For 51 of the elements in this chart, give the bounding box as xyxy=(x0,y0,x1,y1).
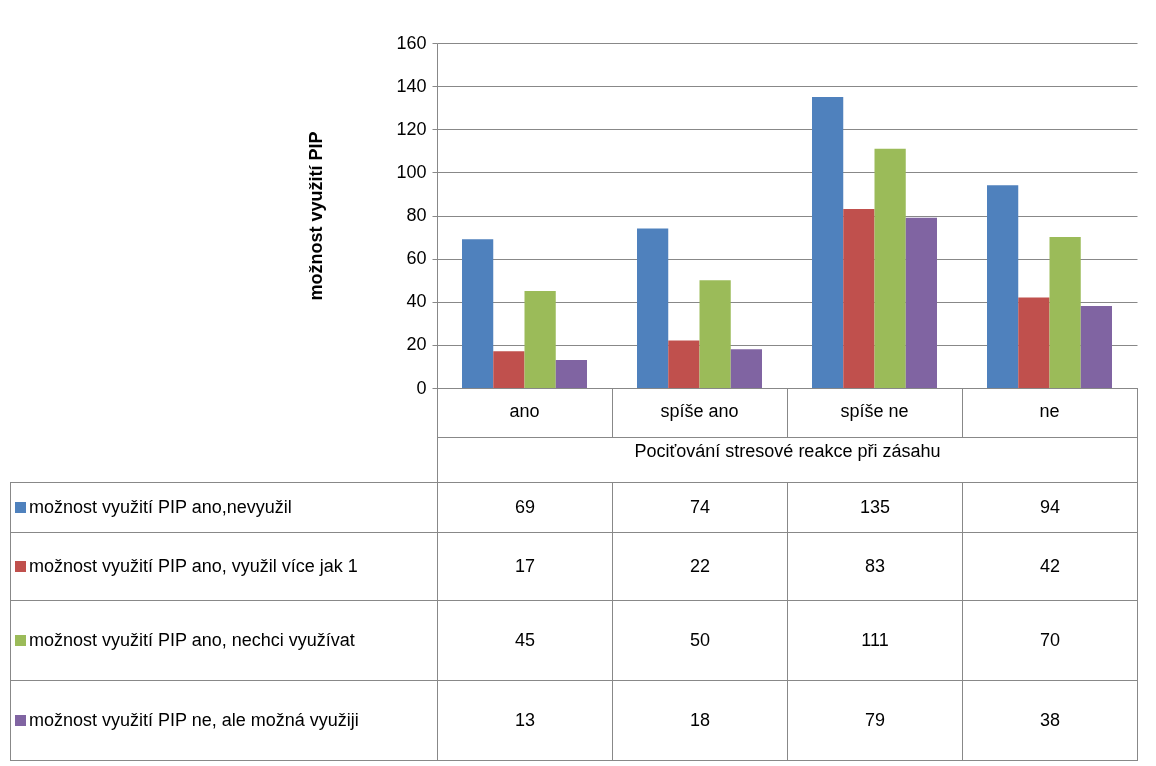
data-label: 111 xyxy=(787,600,963,681)
y-tick-label: 60 xyxy=(406,248,427,269)
data-label: 83 xyxy=(787,532,963,601)
bar xyxy=(493,351,525,388)
bar xyxy=(699,280,731,388)
bar xyxy=(668,340,700,388)
data-label: 22 xyxy=(612,532,788,601)
bar xyxy=(905,217,937,388)
y-tick-label: 80 xyxy=(406,205,427,225)
x-tick-label: spíše ano xyxy=(660,400,739,421)
bar xyxy=(874,148,906,388)
bar xyxy=(1049,237,1081,388)
y-tick-label: 160 xyxy=(396,32,427,53)
y-tick-label: 140 xyxy=(396,75,427,96)
x-tick-label: spíše ne xyxy=(840,400,909,421)
legend-label: možnost využití PIP ano, nechci využívat xyxy=(29,630,355,650)
y-axis-title: možnost využití PIP xyxy=(306,131,327,301)
y-tick-label: 100 xyxy=(396,161,427,182)
data-label: 70 xyxy=(962,600,1138,681)
x-tick-label: ano xyxy=(509,400,540,421)
data-label: 42 xyxy=(962,532,1138,601)
bar xyxy=(843,209,875,388)
y-tick-label: 120 xyxy=(396,118,427,139)
bar xyxy=(555,359,587,388)
bar xyxy=(462,239,494,388)
data-label: 74 xyxy=(612,482,788,533)
data-label: 69 xyxy=(437,482,613,533)
legend-label: možnost využití PIP ne, ale možná využiji xyxy=(29,710,359,730)
data-label: 17 xyxy=(437,532,613,601)
y-tick-label: 20 xyxy=(406,334,427,355)
bar xyxy=(1080,306,1112,388)
y-tick-label: 40 xyxy=(406,291,427,312)
bar xyxy=(637,228,669,388)
x-tick-label: ne xyxy=(1039,400,1060,421)
legend-label: možnost využití PIP ano,nevyužil xyxy=(29,497,292,517)
legend-label: možnost využití PIP ano, využil více jak 1 xyxy=(29,556,358,576)
data-label: 94 xyxy=(962,482,1138,533)
data-label: 135 xyxy=(787,482,963,533)
y-tick-label: 0 xyxy=(416,377,427,398)
bar xyxy=(987,185,1019,388)
data-label: 38 xyxy=(962,680,1138,761)
bar xyxy=(524,290,556,388)
bar xyxy=(730,349,762,388)
data-label: 79 xyxy=(787,680,963,761)
bar xyxy=(812,96,844,388)
data-label: 18 xyxy=(612,680,788,761)
x-axis-title: Pociťování stresové reakce při zásahu xyxy=(634,440,941,461)
bar xyxy=(1018,297,1050,388)
data-label: 45 xyxy=(437,600,613,681)
data-label: 50 xyxy=(612,600,788,681)
data-label: 13 xyxy=(437,680,613,761)
